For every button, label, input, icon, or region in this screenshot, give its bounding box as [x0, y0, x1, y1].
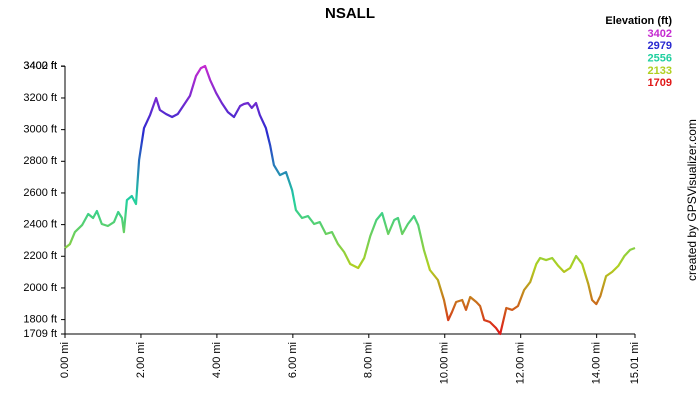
y-tick-label: 3200 ft: [23, 92, 57, 104]
x-tick-label: 6.00 mi: [287, 342, 299, 378]
y-tick-label: 2200 ft: [23, 250, 57, 262]
y-tick-label: 2000 ft: [23, 282, 57, 294]
x-tick-label: 4.00 mi: [211, 342, 223, 378]
elevation-line: [64, 64, 636, 336]
y-tick-label: 3000 ft: [23, 124, 57, 136]
x-tick-label: 14.00 mi: [591, 342, 603, 384]
legend-value: 2556: [648, 53, 672, 65]
x-tick-label: 12.00 mi: [515, 342, 527, 384]
legend-title: Elevation (ft): [605, 15, 672, 27]
x-tick-label: 2.00 mi: [135, 342, 147, 378]
y-tick-label: 3402 ft: [23, 60, 57, 72]
legend-value: 3402: [648, 28, 672, 40]
y-tick-label: 1800 ft: [23, 314, 57, 326]
legend-value: 2979: [648, 40, 672, 52]
credit: created by GPSVisualizer.com: [685, 119, 699, 281]
x-tick-label: 15.01 mi: [629, 342, 641, 384]
legend-value: 2133: [648, 65, 672, 77]
chart-title: NSALL: [325, 5, 375, 22]
x-tick-label: 10.00 mi: [439, 342, 451, 384]
x-tick-label: 8.00 mi: [363, 342, 375, 378]
legend-value: 1709: [648, 77, 672, 89]
y-tick-label: 2400 ft: [23, 219, 57, 231]
x-tick-label: 0.00 mi: [59, 342, 71, 378]
y-tick-label: 2800 ft: [23, 155, 57, 167]
y-tick-label: 2600 ft: [23, 187, 57, 199]
y-tick-label: 1709 ft: [23, 328, 57, 340]
y-tick-label: 3400 ft: [23, 60, 57, 72]
